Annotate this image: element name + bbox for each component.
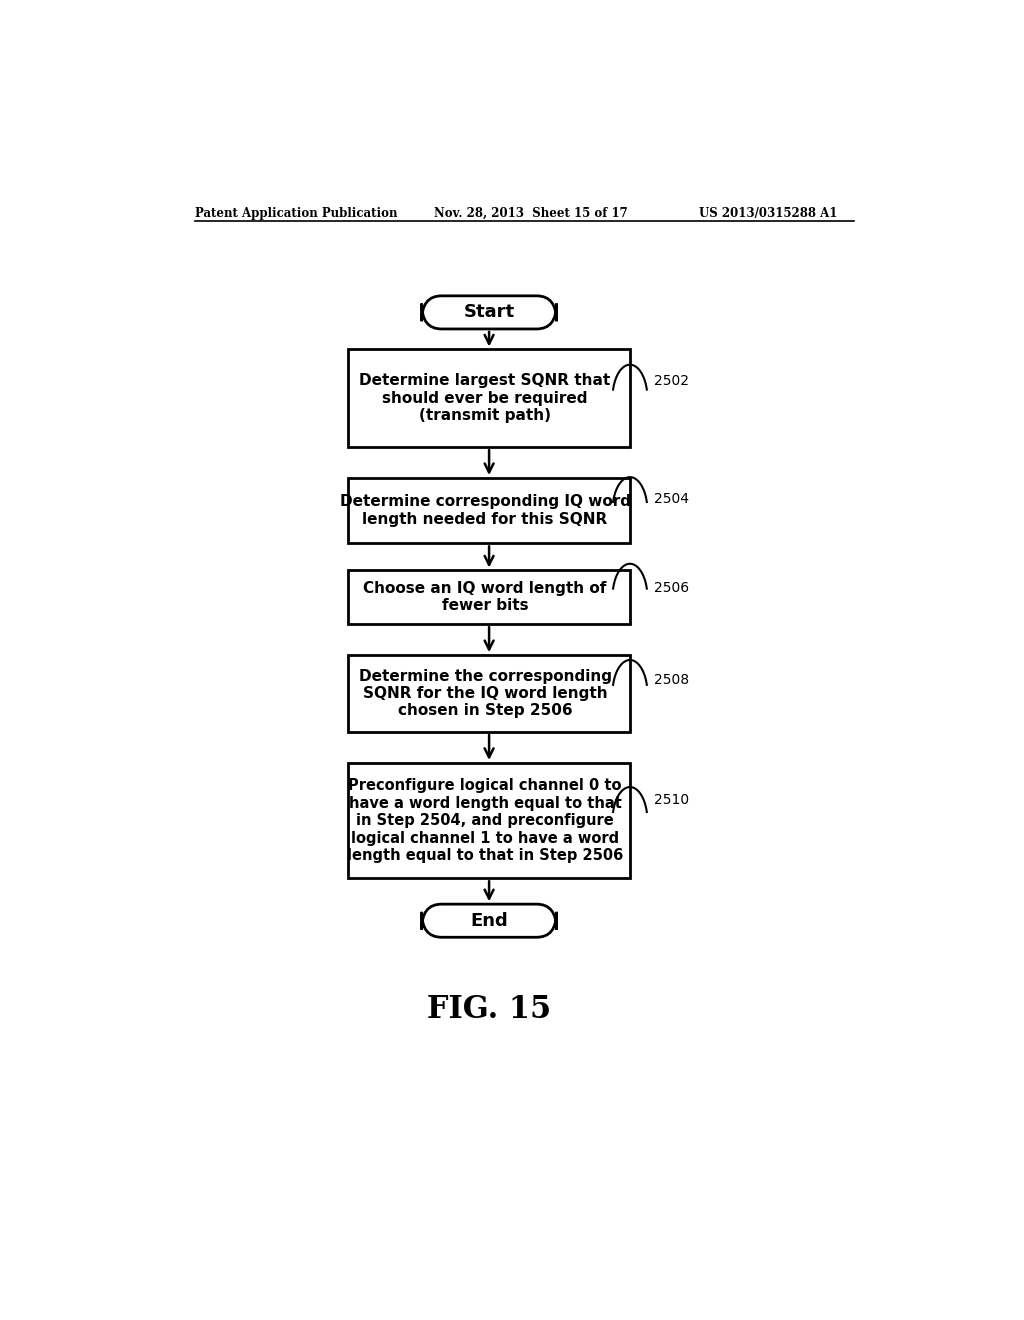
Bar bbox=[348, 763, 630, 878]
FancyBboxPatch shape bbox=[422, 904, 557, 937]
Bar bbox=[348, 570, 630, 624]
Text: Choose an IQ word length of
fewer bits: Choose an IQ word length of fewer bits bbox=[364, 581, 607, 614]
Text: Start: Start bbox=[464, 304, 515, 321]
Text: 2504: 2504 bbox=[653, 492, 689, 506]
Text: US 2013/0315288 A1: US 2013/0315288 A1 bbox=[699, 207, 838, 220]
Text: 2502: 2502 bbox=[653, 374, 689, 388]
Text: 2506: 2506 bbox=[653, 581, 689, 594]
Text: 2508: 2508 bbox=[653, 673, 689, 686]
Text: FIG. 15: FIG. 15 bbox=[427, 994, 551, 1024]
Text: Determine the corresponding
SQNR for the IQ word length
chosen in Step 2506: Determine the corresponding SQNR for the… bbox=[358, 669, 611, 718]
Text: 2510: 2510 bbox=[653, 793, 689, 807]
Text: Preconfigure logical channel 0 to
have a word length equal to that
in Step 2504,: Preconfigure logical channel 0 to have a… bbox=[347, 779, 624, 863]
Text: Determine corresponding IQ word
length needed for this SQNR: Determine corresponding IQ word length n… bbox=[340, 495, 631, 527]
Text: Patent Application Publication: Patent Application Publication bbox=[196, 207, 398, 220]
Bar bbox=[348, 350, 630, 447]
Text: Nov. 28, 2013  Sheet 15 of 17: Nov. 28, 2013 Sheet 15 of 17 bbox=[433, 207, 628, 220]
Bar bbox=[348, 655, 630, 733]
Text: Determine largest SQNR that
should ever be required
(transmit path): Determine largest SQNR that should ever … bbox=[359, 374, 610, 424]
Bar bbox=[348, 478, 630, 544]
FancyBboxPatch shape bbox=[422, 296, 557, 329]
Text: End: End bbox=[470, 912, 508, 929]
